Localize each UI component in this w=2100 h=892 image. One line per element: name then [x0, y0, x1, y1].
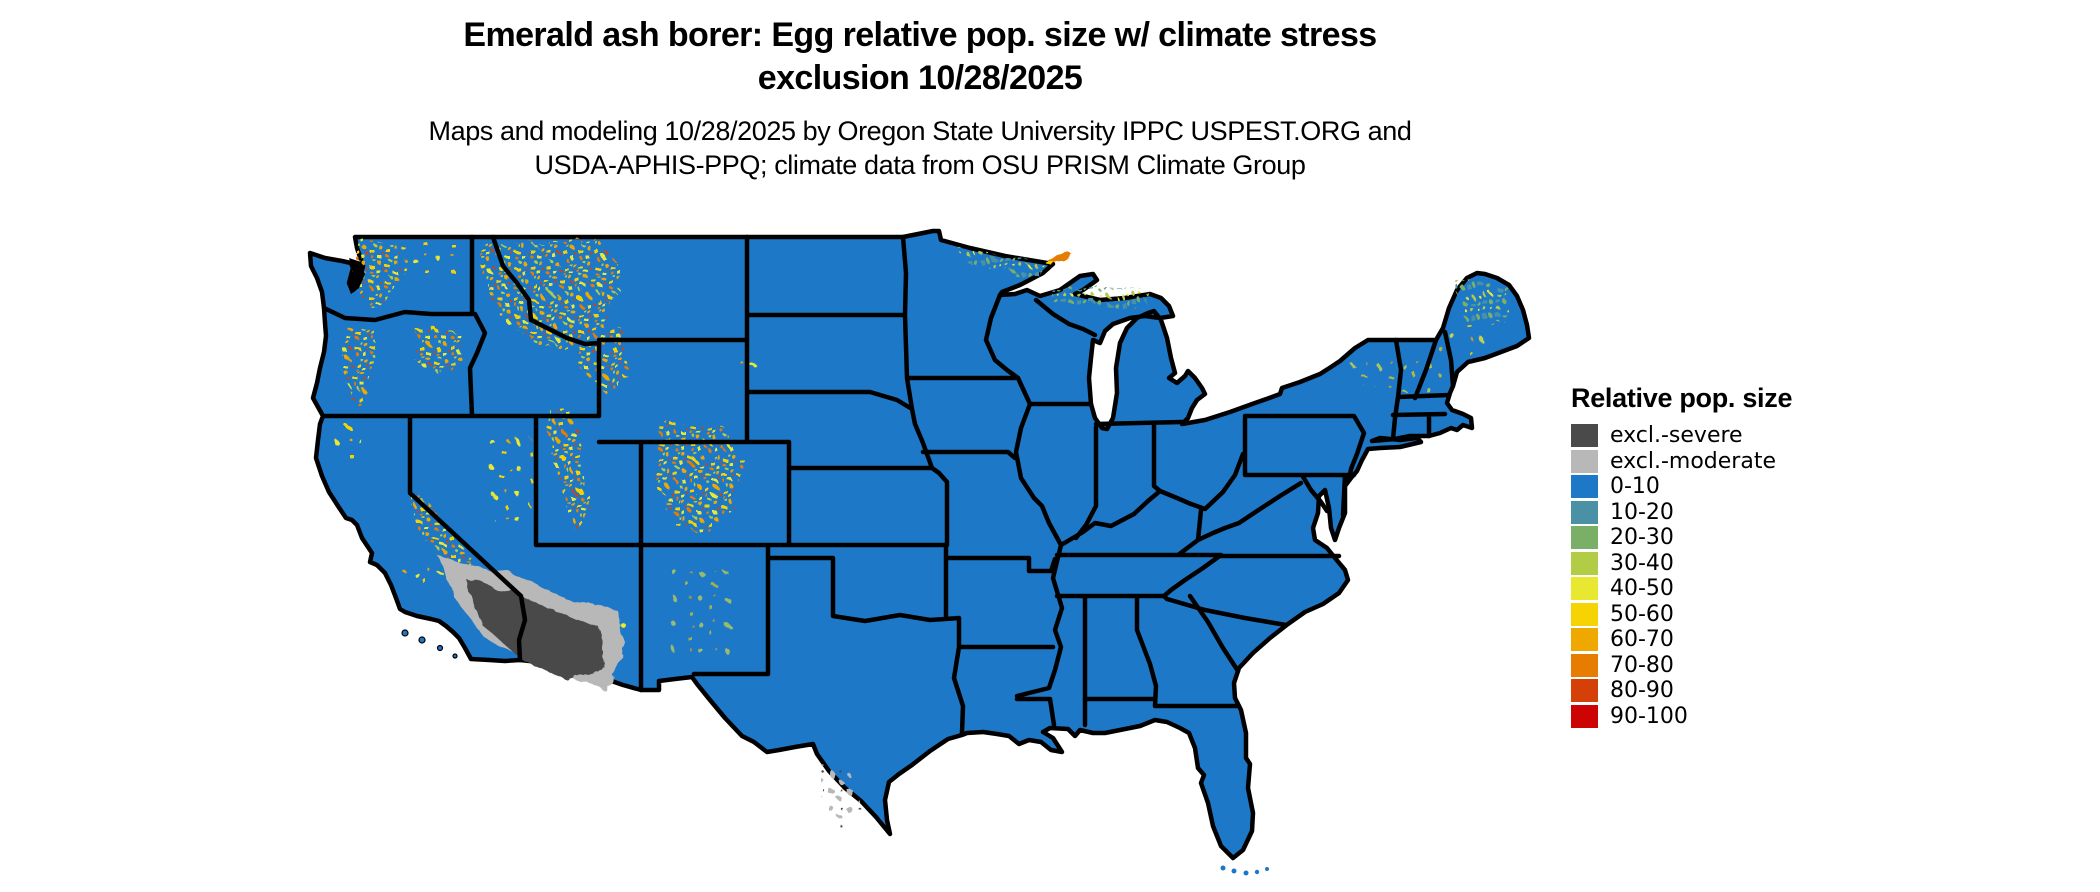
legend-label: 50-60: [1610, 601, 1674, 627]
state-borders: [320, 234, 1456, 736]
legend-item: 90-100: [1571, 704, 1871, 730]
map-title: Emerald ash borer: Egg relative pop. siz…: [463, 16, 1377, 97]
legend-label: 0-10: [1610, 474, 1660, 500]
excl-texas-specks: [820, 763, 860, 828]
legend-item: excl.-severe: [1571, 423, 1871, 449]
us-map-container: [305, 228, 1535, 880]
legend-swatch: [1571, 628, 1598, 652]
us-map: [307, 228, 1532, 876]
population-raster-overlays: [325, 238, 1510, 658]
header: Emerald ash borer: Egg relative pop. siz…: [295, 14, 1545, 182]
legend-rows: excl.-severe excl.-moderate 0-10 10-20 2…: [1571, 423, 1871, 729]
legend-label: excl.-severe: [1610, 423, 1743, 449]
legend-swatch: [1571, 475, 1598, 499]
map-credits: Maps and modeling 10/28/2025 by Oregon S…: [428, 116, 1412, 180]
legend-item: 10-20: [1571, 500, 1871, 526]
exclusion-zone-southwest: [440, 558, 860, 828]
legend-label: 30-40: [1610, 550, 1674, 576]
legend-label: 20-30: [1610, 525, 1674, 551]
legend-item: 30-40: [1571, 551, 1871, 577]
legend-label: 90-100: [1610, 703, 1688, 729]
legend: Relative pop. size excl.-severe excl.-mo…: [1571, 383, 1871, 729]
conus-land: [307, 228, 1532, 876]
legend-swatch: [1571, 679, 1598, 703]
legend-item: 70-80: [1571, 653, 1871, 679]
excl-severe-area: [465, 578, 605, 680]
puget-sound: [347, 258, 365, 294]
isle-royale-sliver: [1046, 255, 1076, 263]
legend-swatch: [1571, 653, 1598, 677]
legend-swatch: [1571, 500, 1598, 524]
legend-swatch: [1571, 526, 1598, 550]
legend-swatch: [1571, 449, 1598, 473]
legend-item: excl.-moderate: [1571, 449, 1871, 475]
florida-keys: [1220, 865, 1269, 876]
legend-item: 40-50: [1571, 576, 1871, 602]
legend-item: 60-70: [1571, 627, 1871, 653]
legend-swatch: [1571, 602, 1598, 626]
legend-title: Relative pop. size: [1571, 383, 1793, 413]
legend-item: 50-60: [1571, 602, 1871, 628]
legend-swatch: [1571, 424, 1598, 448]
legend-item: 20-30: [1571, 525, 1871, 551]
legend-label: 10-20: [1610, 499, 1674, 525]
channel-islands: [401, 629, 458, 659]
legend-item: 80-90: [1571, 678, 1871, 704]
legend-label: 70-80: [1610, 652, 1674, 678]
legend-item: 0-10: [1571, 474, 1871, 500]
legend-swatch: [1571, 704, 1598, 728]
legend-swatch: [1571, 577, 1598, 601]
legend-swatch: [1571, 551, 1598, 575]
legend-label: 80-90: [1610, 678, 1674, 704]
legend-label: 60-70: [1610, 627, 1674, 653]
legend-label: excl.-moderate: [1610, 448, 1776, 474]
legend-label: 40-50: [1610, 576, 1674, 602]
